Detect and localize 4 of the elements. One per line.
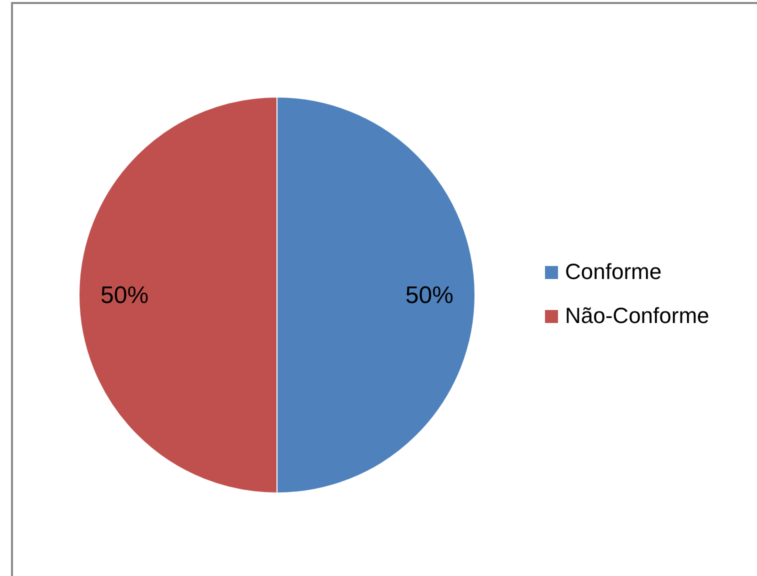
data-label: 50% xyxy=(100,282,149,308)
legend-label: Não-Conforme xyxy=(565,303,710,329)
legend-label: Conforme xyxy=(565,259,662,285)
data-label: 50% xyxy=(405,282,454,308)
